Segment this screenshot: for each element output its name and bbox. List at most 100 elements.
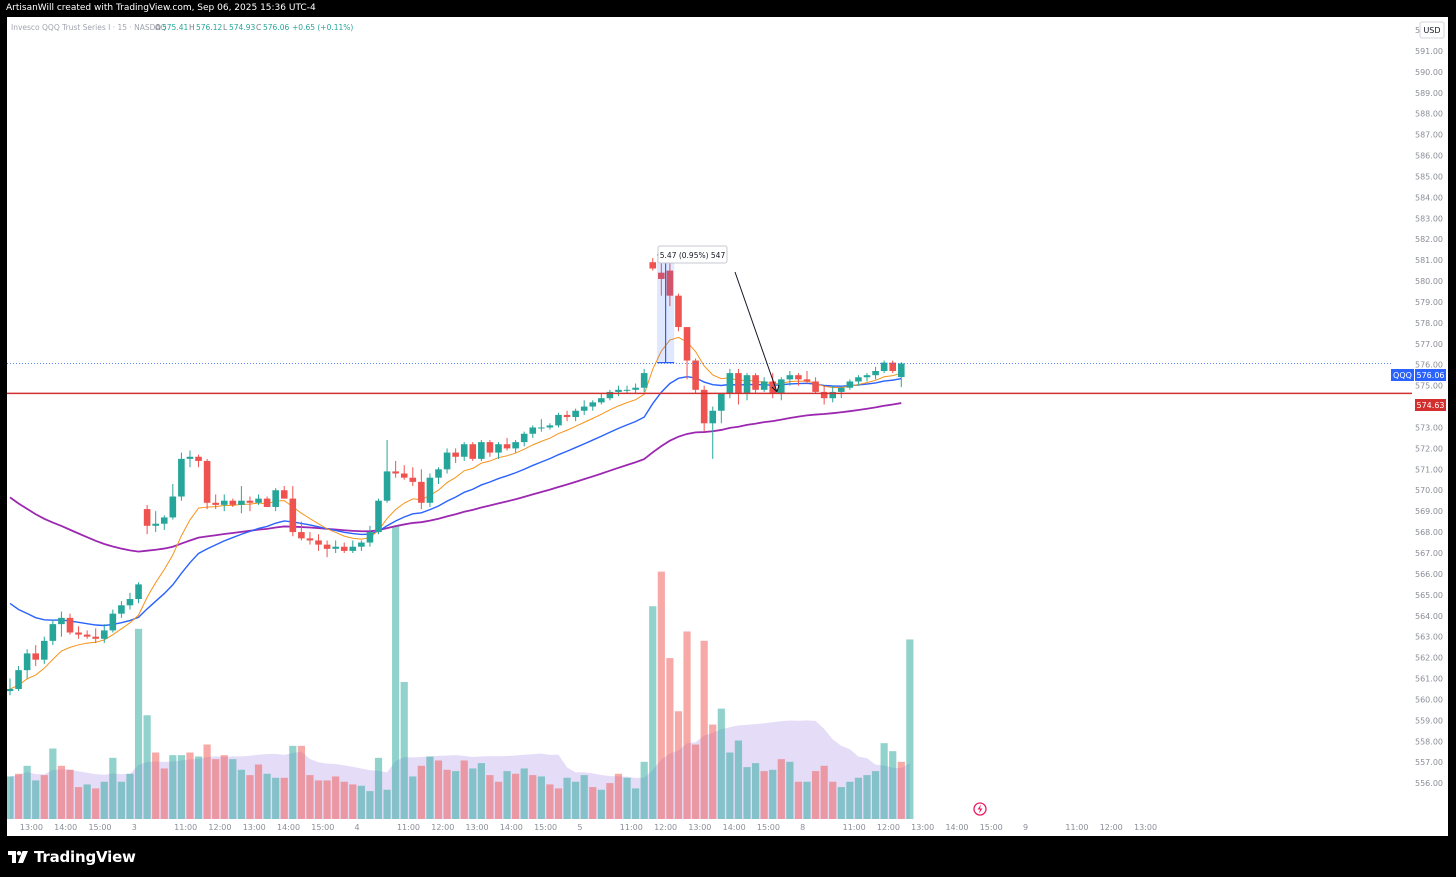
candle-body (135, 584, 142, 600)
candle-body (863, 375, 871, 378)
candle-body (409, 477, 417, 482)
x-tick-label: 15:00 (311, 823, 334, 832)
candle-body (306, 538, 314, 541)
volume-bar (837, 787, 845, 819)
candle-body (66, 617, 74, 633)
volume-bar (169, 755, 177, 819)
volume-bar (537, 776, 545, 819)
candle-body (15, 670, 22, 689)
volume-bar (494, 781, 503, 819)
candle-body (58, 617, 65, 625)
candle-body (855, 377, 862, 382)
measure-label: 5.47 (0.95%) 547 (657, 245, 728, 264)
candle-body (40, 640, 48, 660)
volume-bar (417, 765, 425, 819)
candle-body (889, 362, 897, 371)
candle-body (169, 496, 177, 518)
volume-pane (7, 526, 914, 819)
candle-body (615, 389, 622, 392)
measure-text: 5.47 (0.95%) 547 (660, 251, 726, 260)
legend-l-label: L (223, 23, 228, 32)
candle-body (538, 427, 545, 429)
y-tick-label: 561.00 (1415, 675, 1443, 684)
volume-bar (400, 682, 408, 819)
volume-bar (374, 757, 383, 819)
volume-bar (889, 751, 897, 819)
y-tick-label: 560.00 (1415, 695, 1443, 704)
volume-bar (589, 787, 597, 819)
x-tick-label: 12:00 (654, 823, 677, 832)
legend-h-label: H (189, 23, 195, 32)
candle-body (812, 381, 819, 392)
x-tick-label: 13:00 (1134, 823, 1157, 832)
candle-body (23, 653, 31, 671)
volume-bar (751, 763, 760, 819)
volume-bar (683, 631, 691, 819)
candle-body (726, 373, 734, 395)
x-tick-label: 4 (355, 823, 360, 832)
y-tick-label: 564.00 (1415, 612, 1443, 621)
volume-bar (580, 775, 588, 819)
candle-body (358, 542, 365, 547)
volume-bar (777, 759, 785, 819)
footer-bar (0, 836, 1456, 877)
y-tick-label: 579.00 (1415, 298, 1443, 307)
candle-body (478, 442, 485, 459)
candle-body (658, 272, 665, 279)
candle-body (298, 532, 305, 539)
time-axis: 13:00 14:00 15:00 3 11:00 12:00 13:00 14:00 15:0… (20, 823, 1157, 832)
candle-body (340, 546, 348, 551)
volume-bar (674, 711, 683, 819)
y-tick-label: 582.00 (1415, 235, 1443, 244)
candle-body (829, 391, 837, 399)
candle-body (623, 389, 631, 391)
tradingview-logo[interactable]: TradingView (8, 848, 136, 866)
legend-low: 574.93 (229, 23, 255, 32)
candle-body (83, 634, 91, 637)
volume-bar (640, 761, 648, 819)
trend-arrow-head (771, 384, 780, 393)
y-tick-label: 577.00 (1415, 340, 1443, 349)
current-price-tag: QQQ 576.06 (1391, 369, 1446, 381)
y-tick-label: 583.00 (1415, 214, 1443, 223)
volume-bar (769, 769, 777, 819)
x-tick-label: 5 (577, 823, 582, 832)
volume-bar (186, 752, 194, 819)
x-tick-label: 3 (132, 823, 137, 832)
volume-bar (846, 781, 854, 819)
volume-bar (49, 748, 57, 819)
volume-bar (743, 767, 751, 819)
candle-body (846, 381, 854, 388)
volume-bar (83, 784, 91, 819)
volume-bar (632, 788, 640, 819)
volume-bar (366, 791, 374, 819)
volume-bar (554, 788, 563, 819)
y-tick-label: 570.00 (1415, 486, 1443, 495)
y-tick-label: 565.00 (1415, 591, 1443, 600)
current-price-symbol: QQQ (1393, 371, 1412, 380)
volume-bar (152, 752, 160, 819)
legend-o-label: O (155, 23, 161, 32)
currency-label: USD (1423, 26, 1440, 35)
candle-body (469, 444, 477, 459)
volume-bar (314, 780, 323, 819)
x-tick-label: 13:00 (466, 823, 489, 832)
volume-bar (66, 769, 74, 819)
volume-bar (469, 768, 477, 819)
x-tick-label: 11:00 (397, 823, 420, 832)
chart-pane[interactable]: 592.00591.00590.00589.00588.00587.00586.… (7, 17, 1448, 836)
volume-bar (520, 768, 528, 819)
volume-bar (392, 526, 400, 819)
volume-bar (434, 760, 443, 819)
x-tick-label: 13:00 (911, 823, 934, 832)
candle-body (803, 379, 811, 382)
volume-bar (486, 775, 494, 819)
price-chart[interactable]: 592.00591.00590.00589.00588.00587.00586.… (7, 17, 1448, 836)
y-tick-label: 558.00 (1415, 737, 1443, 746)
flash-icon[interactable] (973, 802, 987, 816)
currency-box[interactable]: USD (1419, 21, 1445, 39)
level-price-value: 574.63 (1417, 401, 1445, 410)
volume-bar (297, 745, 305, 819)
candle-body (126, 599, 134, 606)
x-tick-label: 13:00 (688, 823, 711, 832)
